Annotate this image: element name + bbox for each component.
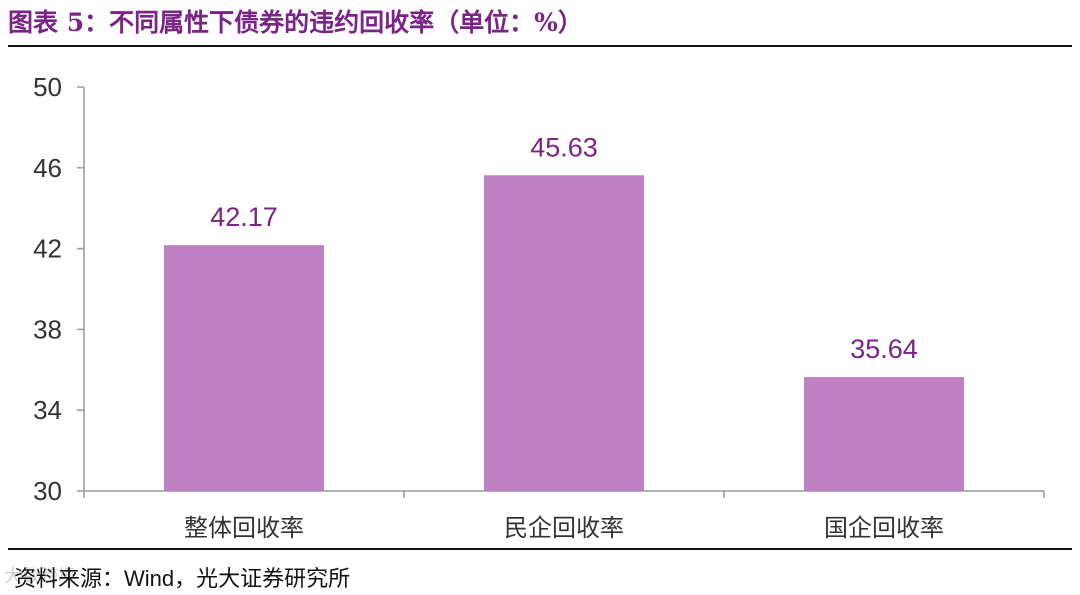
watermark: 大数跨境 (4, 566, 76, 587)
bar (164, 245, 324, 491)
category-label: 整体回收率 (184, 514, 304, 542)
y-tick-label: 30 (33, 476, 62, 506)
source-suffix: ，光大证券研究所 (174, 567, 351, 592)
category-labels: 整体回收率 民企回收率 国企回收率 (184, 514, 944, 542)
y-tick-label: 46 (33, 153, 62, 183)
bar (804, 377, 964, 491)
source-wind: Wind (124, 566, 175, 591)
y-ticks: 30 34 38 42 46 50 (33, 72, 84, 506)
bar-chart: 30 34 38 42 46 50 42.17 45.63 35.64 整体回收率 民企回收率 国… (33, 72, 1045, 542)
y-tick-label: 42 (33, 234, 62, 264)
bars (164, 175, 964, 492)
data-label: 42.17 (210, 202, 278, 232)
data-labels: 42.17 45.63 35.64 (210, 132, 918, 364)
data-label: 35.64 (850, 334, 918, 364)
y-tick-label: 34 (33, 395, 62, 425)
top-rule (8, 45, 1072, 47)
y-tick-label: 38 (33, 314, 62, 344)
bottom-rule (8, 548, 1072, 550)
category-label: 国企回收率 (824, 514, 944, 542)
source-prefix: 资料来源： (14, 567, 125, 592)
bar (484, 175, 644, 492)
category-label: 民企回收率 (504, 514, 624, 542)
data-label: 45.63 (530, 132, 598, 162)
y-tick-label: 50 (33, 72, 62, 102)
chart-title: 图表 5：不同属性下债券的违约回收率（单位：%） (8, 8, 583, 37)
source-note: 资料来源：Wind，光大证券研究所 (14, 561, 350, 593)
